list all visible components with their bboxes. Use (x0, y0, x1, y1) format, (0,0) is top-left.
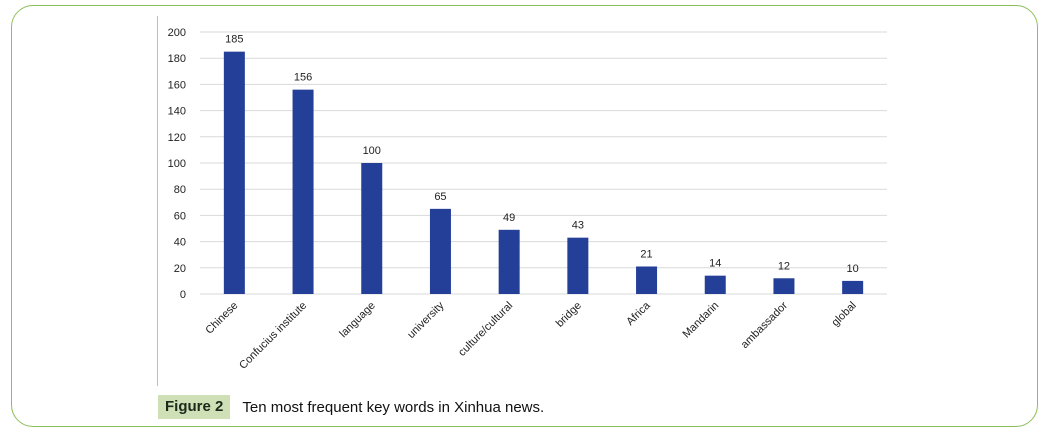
x-tick-label: Africa (624, 299, 653, 328)
y-tick-label: 0 (180, 289, 186, 301)
y-tick-label: 80 (174, 184, 186, 196)
data-label: 49 (503, 212, 515, 224)
data-label: 10 (847, 263, 859, 275)
y-tick-label: 120 (168, 132, 186, 144)
data-label: 21 (640, 248, 652, 260)
bar (842, 280, 864, 294)
x-tick-label: language (337, 300, 378, 341)
y-tick-label: 140 (168, 106, 186, 118)
y-tick-label: 180 (168, 53, 186, 65)
x-tick-label: ambassador (739, 299, 791, 351)
y-tick-label: 200 (168, 27, 186, 39)
y-tick-label: 40 (174, 237, 186, 249)
data-labels: 185 156 100 65 49 43 21 14 12 10 (225, 34, 859, 275)
bar (223, 51, 245, 295)
x-tick-label: global (830, 300, 859, 329)
x-tick-label: bridge (554, 300, 584, 330)
x-tick-label: Chinese (203, 300, 240, 337)
y-tick-label: 160 (168, 79, 186, 91)
bars (223, 51, 864, 295)
bar (636, 266, 658, 294)
figure-divider (157, 16, 158, 386)
data-label: 14 (709, 258, 721, 270)
x-tick-label: culture/cultural (456, 300, 515, 359)
y-tick-label: 60 (174, 210, 186, 222)
data-label: 156 (294, 72, 312, 84)
gridlines (200, 31, 887, 295)
figure-label: Figure 2 (158, 395, 231, 419)
data-label: 100 (363, 145, 381, 157)
x-tick-label: Mandarin (680, 300, 721, 341)
bar (292, 89, 314, 294)
figure-frame (11, 5, 1038, 427)
bar (773, 278, 795, 294)
data-label: 43 (572, 220, 584, 232)
figure-caption: Figure 2 Ten most frequent key words in … (158, 394, 544, 420)
bar (361, 163, 383, 294)
data-label: 185 (225, 34, 243, 46)
bar (567, 237, 589, 294)
figure-caption-text: Ten most frequent key words in Xinhua ne… (242, 398, 545, 416)
bar (704, 275, 726, 294)
x-tick-label: university (405, 299, 447, 341)
y-axis-ticks: 0 20 40 60 80 100 120 140 160 180 200 (168, 27, 186, 301)
data-label: 65 (434, 191, 446, 203)
data-label: 12 (778, 260, 790, 272)
y-tick-label: 100 (168, 158, 186, 170)
bar (429, 208, 451, 294)
x-tick-label: Confucius institute (237, 300, 309, 372)
bar (498, 229, 520, 294)
y-tick-label: 20 (174, 263, 186, 275)
